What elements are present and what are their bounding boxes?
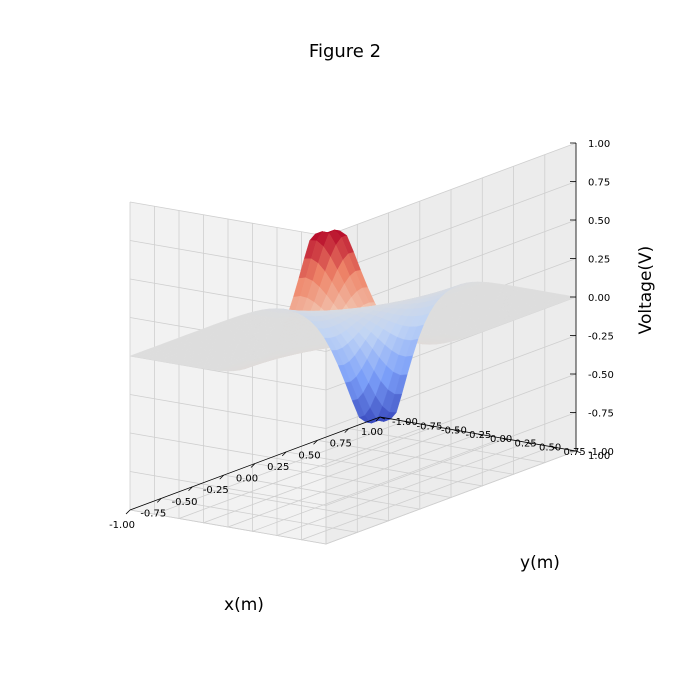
x-tick-mark [281, 451, 287, 457]
y-tick-mark [453, 429, 459, 433]
y-tick-mark [551, 446, 557, 450]
x-tick-label: 0.25 [267, 462, 289, 473]
x-tick-label: -0.75 [140, 508, 166, 519]
z-tick-label: 0.00 [588, 293, 610, 304]
y-axis-label: y(m) [520, 553, 560, 573]
x-tick-mark [125, 509, 131, 515]
z-tick-label: 0.25 [588, 255, 610, 266]
x-tick-mark [156, 498, 162, 503]
z-tick-label: 0.50 [588, 216, 610, 227]
z-tick-label: -0.50 [588, 370, 614, 381]
x-axis-label: x(m) [224, 595, 264, 615]
grid-line-y [154, 206, 405, 515]
x-tick-mark [344, 428, 350, 433]
x-axis-ticks: -1.00 -0.75 -0.50 -0.25 0.00 0.25 0.50 0.75 1.00 [109, 416, 383, 531]
chart-title: Figure 2 [309, 41, 381, 62]
z-axis-label: Voltage(V) [636, 246, 656, 335]
y-tick-mark [404, 420, 410, 424]
y-tick-label: -0.50 [441, 426, 467, 437]
x-tick-label: -0.25 [203, 485, 229, 496]
y-tick-label: -1.00 [392, 417, 418, 428]
y-tick-label: -0.75 [417, 421, 443, 432]
y-tick-label: -0.25 [466, 430, 492, 441]
grid-line-y [178, 210, 430, 520]
y-tick-label: 0.75 [564, 447, 586, 458]
z-axis-ticks: -1.00 -0.75 -0.50 -0.25 0.00 0.25 0.50 0.75 1.00 [570, 139, 614, 458]
z-tick-label: -0.25 [588, 332, 614, 343]
x-tick-mark [375, 416, 381, 422]
y-tick-mark [575, 450, 582, 454]
x-tick-mark [250, 463, 256, 468]
y-tick-mark [428, 425, 435, 428]
x-tick-label: -1.00 [109, 520, 135, 531]
x-tick-label: 1.00 [361, 427, 383, 438]
x-tick-label: 0.75 [330, 439, 352, 450]
y-axis-ticks: -1.00-0.75-0.50-0.250.00 0.25 0.50 0.75 1.00 [379, 416, 610, 462]
z-tick-label: 1.00 [588, 139, 610, 150]
y-tick-label: 1.00 [588, 451, 610, 462]
x-tick-mark [219, 474, 225, 480]
x-tick-mark [188, 486, 193, 492]
x-tick-mark [313, 439, 318, 445]
x-tick-label: -0.50 [172, 497, 198, 508]
z-tick-label: -0.75 [588, 409, 614, 420]
y-tick-mark [526, 442, 533, 445]
y-tick-label: 0.25 [515, 438, 537, 449]
z-tick-label: 0.75 [588, 178, 610, 189]
x-tick-label: 0.50 [298, 450, 320, 461]
x-tick-label: 0.00 [236, 474, 258, 485]
z-tick-label: -1.00 [588, 447, 614, 458]
y-tick-mark [502, 437, 508, 441]
y-tick-mark [477, 433, 484, 437]
voltage-surface [129, 229, 577, 424]
grid-line-y [203, 214, 454, 524]
y-tick-label: 0.50 [539, 443, 561, 454]
y-tick-label: 0.00 [490, 434, 512, 445]
y-tick-mark [379, 416, 386, 420]
